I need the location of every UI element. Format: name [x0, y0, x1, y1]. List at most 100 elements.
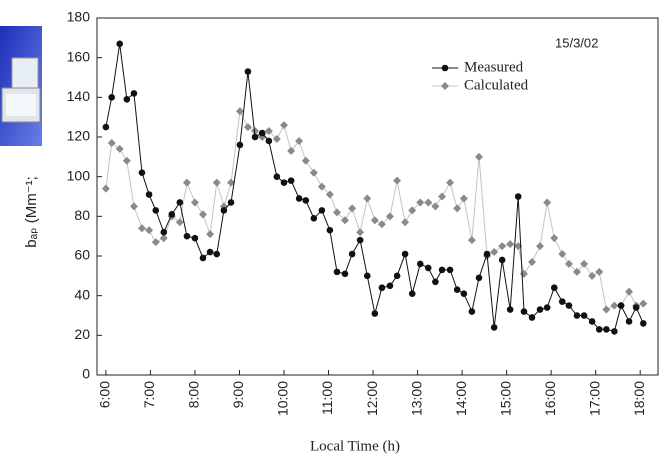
data-point: [295, 136, 304, 145]
plot-frame: [96, 17, 659, 376]
x-tick-label: 17:00: [586, 381, 602, 416]
data-point: [159, 234, 168, 243]
x-tick-label: 11:00: [319, 381, 335, 415]
data-point: [287, 177, 295, 184]
data-point: [264, 127, 273, 136]
data-point: [116, 40, 124, 48]
thumbnail-image: [0, 26, 42, 146]
data-point: [101, 184, 110, 193]
y-tick-label: 60: [74, 247, 90, 263]
data-point: [536, 306, 544, 313]
x-tick-label: 7:00: [141, 381, 157, 408]
data-point: [424, 264, 432, 272]
data-point: [550, 234, 559, 243]
data-point: [371, 310, 379, 317]
data-point: [206, 248, 214, 256]
data-point: [227, 178, 236, 187]
data-point: [108, 94, 115, 101]
data-point: [183, 232, 191, 240]
y-tick-label: 140: [67, 88, 91, 104]
data-point: [317, 182, 326, 191]
data-point: [401, 218, 410, 227]
data-point: [356, 236, 364, 244]
x-tick-label: 10:00: [275, 381, 291, 416]
data-point: [558, 250, 567, 259]
data-point: [536, 242, 545, 251]
y-axis-label: bₐₚ (Mm⁻¹;: [23, 176, 40, 248]
data-point: [251, 127, 260, 136]
data-point: [138, 169, 146, 176]
data-point: [459, 194, 468, 203]
y-tick-label: 0: [82, 366, 90, 382]
data-point: [611, 328, 618, 335]
series-line: [105, 109, 644, 311]
data-point: [206, 230, 215, 239]
data-point: [198, 210, 207, 219]
data-point: [639, 299, 648, 308]
data-point: [356, 228, 365, 237]
legend-label: Measured: [464, 59, 524, 75]
data-point: [617, 302, 625, 309]
data-point: [519, 269, 528, 278]
data-point: [152, 207, 160, 214]
data-point: [176, 199, 184, 206]
data-point: [595, 267, 604, 276]
data-point: [543, 304, 551, 311]
data-point: [244, 68, 252, 75]
data-point: [498, 256, 506, 264]
data-point: [151, 238, 160, 247]
data-point: [602, 305, 611, 314]
data-point: [295, 195, 303, 202]
y-tick-label: 100: [67, 167, 91, 183]
legend-marker: [441, 64, 449, 72]
data-point: [370, 216, 379, 225]
legend-marker: [441, 82, 449, 90]
y-tick-label: 80: [74, 207, 90, 223]
data-point: [408, 206, 417, 215]
data-point: [265, 137, 273, 145]
data-point: [243, 123, 252, 132]
data-point: [446, 266, 454, 274]
data-point: [227, 199, 235, 206]
data-point: [483, 250, 491, 258]
data-point: [130, 90, 138, 97]
data-point: [363, 194, 372, 203]
data-point: [377, 220, 386, 229]
data-point: [386, 282, 394, 290]
data-point: [446, 178, 455, 187]
x-tick-label: 9:00: [230, 381, 246, 408]
data-point: [310, 215, 318, 222]
data-point: [333, 268, 341, 276]
data-point: [348, 204, 357, 213]
data-point: [363, 272, 371, 280]
data-point: [251, 133, 259, 141]
data-point: [287, 146, 296, 155]
data-point: [236, 141, 244, 149]
x-tick-label: 16:00: [542, 381, 558, 416]
data-point: [160, 228, 168, 236]
data-point: [302, 197, 310, 204]
data-point: [401, 250, 409, 258]
y-tick-label: 180: [67, 9, 91, 25]
data-point: [129, 202, 138, 211]
data-point: [520, 308, 528, 315]
data-point: [460, 290, 468, 297]
data-point: [588, 271, 597, 280]
data-point: [115, 144, 124, 153]
x-tick-label: 14:00: [453, 381, 469, 416]
data-point: [475, 152, 484, 161]
y-tick-label: 20: [74, 326, 90, 342]
data-point: [431, 202, 440, 211]
data-point: [640, 320, 647, 327]
data-point: [490, 248, 499, 257]
data-point: [325, 190, 334, 199]
data-point: [175, 218, 184, 227]
x-tick-label: 12:00: [364, 381, 380, 416]
data-point: [588, 318, 596, 325]
data-point: [280, 179, 288, 186]
data-point: [603, 326, 610, 333]
legend-label: Calculated: [464, 77, 529, 93]
data-point: [332, 208, 341, 217]
y-tick-label: 40: [74, 286, 90, 302]
